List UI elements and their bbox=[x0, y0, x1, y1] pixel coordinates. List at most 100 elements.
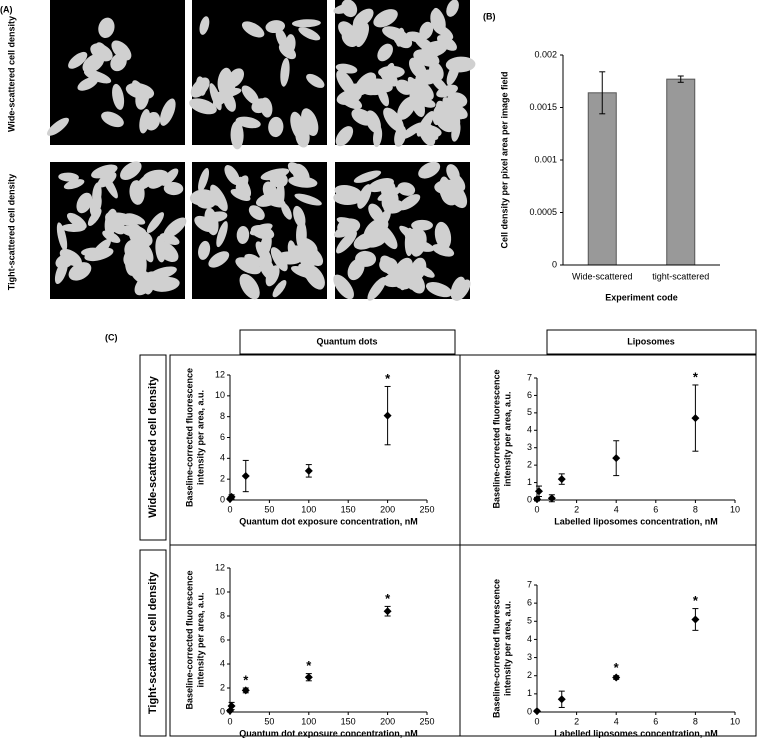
point bbox=[691, 615, 700, 624]
cell bbox=[410, 257, 427, 281]
row-label: Wide-scattered cell density bbox=[6, 16, 16, 132]
cell bbox=[288, 176, 318, 188]
y-tick-label: 6 bbox=[220, 634, 225, 644]
cell bbox=[351, 16, 365, 40]
annotation: * bbox=[243, 672, 249, 687]
panel-label: (A) bbox=[0, 4, 13, 14]
cell bbox=[435, 115, 454, 133]
x-axis-label: Quantum dot exposure concentration, nM bbox=[239, 728, 418, 738]
y-tick-label: 5 bbox=[527, 616, 532, 626]
point bbox=[227, 702, 236, 710]
cell bbox=[112, 83, 125, 110]
cell bbox=[426, 282, 453, 298]
cell bbox=[397, 96, 417, 120]
y-tick-label: 7 bbox=[527, 579, 532, 589]
x-tick-label: 4 bbox=[614, 504, 619, 514]
annotation: * bbox=[693, 593, 699, 608]
y-tick-label: 8 bbox=[220, 411, 225, 421]
cell bbox=[199, 16, 210, 35]
x-tick-label: 0 bbox=[534, 504, 539, 514]
cell bbox=[105, 212, 126, 235]
annotation: * bbox=[306, 658, 312, 673]
x-tick-label: 250 bbox=[419, 504, 434, 514]
cell bbox=[145, 111, 161, 131]
header-box bbox=[546, 329, 757, 355]
cell bbox=[341, 0, 358, 18]
cell bbox=[208, 251, 230, 268]
cell bbox=[294, 193, 322, 206]
cell bbox=[373, 125, 383, 148]
x-tick-label: 100 bbox=[301, 716, 316, 726]
y-tick-label: 0.0005 bbox=[529, 207, 557, 217]
cell bbox=[68, 51, 88, 69]
y-tick-label: 12 bbox=[215, 562, 225, 572]
cell bbox=[450, 276, 466, 301]
cell bbox=[91, 239, 111, 260]
y-axis-label: Cell density per pixel area per image fi… bbox=[499, 71, 509, 248]
point bbox=[383, 411, 392, 420]
y-tick-label: 5 bbox=[527, 407, 532, 417]
row-label: Tight-scattered cell density bbox=[6, 174, 16, 290]
cell bbox=[382, 26, 408, 42]
cell bbox=[367, 276, 387, 301]
x-tick-label: 10 bbox=[730, 716, 740, 726]
point bbox=[612, 454, 621, 463]
point bbox=[533, 707, 541, 716]
cell bbox=[146, 212, 165, 234]
column-header: Quantum dots bbox=[317, 336, 378, 346]
cell bbox=[262, 181, 278, 202]
cell bbox=[125, 82, 155, 100]
cell bbox=[212, 83, 236, 107]
cell bbox=[236, 225, 250, 244]
point bbox=[304, 466, 313, 475]
y-tick-label: 0 bbox=[552, 259, 557, 269]
cell bbox=[355, 22, 370, 48]
cell bbox=[241, 21, 265, 38]
x-tick-label: 150 bbox=[341, 504, 356, 514]
y-tick-label: 6 bbox=[220, 432, 225, 442]
x-tick-label: 50 bbox=[264, 716, 274, 726]
cell bbox=[255, 241, 272, 265]
cell bbox=[446, 164, 460, 182]
cell bbox=[98, 17, 115, 39]
cell bbox=[411, 219, 433, 231]
cell bbox=[102, 230, 121, 243]
x-tick-label: 2 bbox=[574, 716, 579, 726]
cell bbox=[58, 172, 79, 182]
cell bbox=[336, 230, 357, 254]
cell bbox=[260, 168, 290, 181]
point bbox=[691, 414, 700, 423]
cell bbox=[83, 69, 112, 84]
y-tick-label: 12 bbox=[215, 369, 225, 379]
cell bbox=[210, 184, 228, 212]
x-axis-label: Labelled liposomes concentration, nM bbox=[554, 728, 718, 738]
y-tick-label: 3 bbox=[527, 442, 532, 452]
cell bbox=[155, 241, 179, 263]
y-axis-label: intensity per area, a.u. bbox=[195, 390, 205, 485]
y-tick-label: 0 bbox=[220, 706, 225, 716]
cell bbox=[351, 108, 374, 126]
cell bbox=[91, 164, 118, 179]
cell bbox=[237, 176, 252, 198]
cell bbox=[291, 19, 321, 28]
y-tick-label: 2 bbox=[527, 670, 532, 680]
y-tick-label: 0.002 bbox=[534, 49, 557, 59]
x-tick-label: 8 bbox=[693, 504, 698, 514]
cell bbox=[409, 88, 426, 118]
cell bbox=[230, 120, 244, 150]
cell bbox=[306, 73, 325, 88]
point bbox=[304, 673, 313, 682]
cell bbox=[442, 179, 461, 193]
cell bbox=[336, 217, 359, 228]
row-box bbox=[139, 354, 167, 541]
y-axis-label: intensity per area, a.u. bbox=[502, 391, 512, 486]
cell bbox=[359, 83, 378, 96]
cell bbox=[287, 162, 305, 178]
annotation: * bbox=[614, 660, 620, 675]
x-tick-label: 6 bbox=[653, 504, 658, 514]
cell bbox=[357, 184, 372, 209]
cell bbox=[338, 21, 356, 40]
column-header: Liposomes bbox=[627, 336, 675, 346]
y-tick-label: 3 bbox=[527, 652, 532, 662]
x-tick-label: 250 bbox=[419, 716, 434, 726]
